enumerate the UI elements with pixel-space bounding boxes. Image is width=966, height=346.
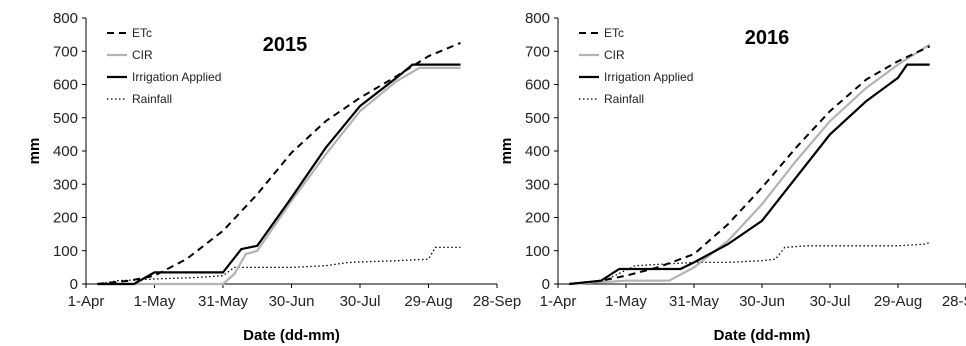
y-tick-label: 0 [542,276,550,293]
series-line-irrigation-applied [569,63,930,286]
series-line-cir [97,66,461,286]
series-line-etc [97,41,461,285]
legend-label: ETc [604,26,624,40]
y-tick-label: 0 [70,276,78,293]
x-tick-label: 30-Jul [810,293,851,310]
x-tick-label: 30-Jun [269,293,315,310]
legend-label: Irrigation Applied [604,70,693,84]
y-tick-label: 600 [525,77,550,94]
y-tick-label: 300 [525,176,550,193]
series-line-rainfall [569,241,930,285]
y-tick-label: 400 [53,143,78,160]
x-tick-label: 31-May [669,293,720,310]
y-tick-label: 700 [53,43,78,60]
y-tick-label: 500 [53,110,78,127]
x-tick-label: 28-Sep [942,293,966,310]
x-tick-label: 30-Jun [739,293,785,310]
x-tick-label: 29-Aug [404,293,452,310]
legend-label: CIR [132,48,153,62]
x-tick-label: 29-Aug [874,293,922,310]
x-axis-title: Date (dd-mm) [714,327,811,344]
x-tick-label: 1-Apr [68,293,105,310]
series-line-etc [569,45,931,285]
y-tick-label: 600 [53,77,78,94]
y-tick-label: 300 [53,176,78,193]
series-line-rainfall [97,246,461,285]
chart-title: 2015 [263,34,308,56]
x-tick-label: 1-May [605,293,647,310]
legend-label: ETc [132,26,152,40]
y-tick-label: 200 [525,210,550,227]
y-tick-label: 700 [525,43,550,60]
y-tick-label: 800 [525,10,550,27]
legend-label: Rainfall [132,92,172,106]
legend-label: Rainfall [604,92,644,106]
legend: ETc CIR Irrigation Applied Rainfall [107,26,221,106]
chart-title: 2016 [745,27,790,49]
x-tick-label: 30-Jul [340,293,381,310]
series-line-irrigation-applied [97,63,461,286]
y-axis-title: mm [26,138,43,165]
series-line-cir [569,43,931,286]
x-tick-label: 28-Sep [473,293,521,310]
y-tick-label: 800 [53,10,78,27]
y-tick-label: 100 [525,243,550,260]
y-tick-label: 100 [53,243,78,260]
x-tick-label: 1-May [134,293,176,310]
legend-label: CIR [604,48,625,62]
y-tick-label: 200 [53,210,78,227]
chart-panel-2015: 0 100 200 300 400 500 600 700 800 1-Apr 1-May 31-Ma… [26,10,521,344]
legend-label: Irrigation Applied [132,70,221,84]
x-tick-label: 31-May [198,293,249,310]
y-axis-title: mm [498,138,515,165]
chart-panel-2016: 0 100 200 300 400 500 600 700 800 1-Apr 1-May 31-Ma… [498,10,966,344]
legend: ETc CIR Irrigation Applied Rainfall [579,26,693,106]
y-tick-label: 400 [525,143,550,160]
x-tick-label: 1-Apr [540,293,577,310]
y-tick-label: 500 [525,110,550,127]
x-axis-title: Date (dd-mm) [243,327,340,344]
